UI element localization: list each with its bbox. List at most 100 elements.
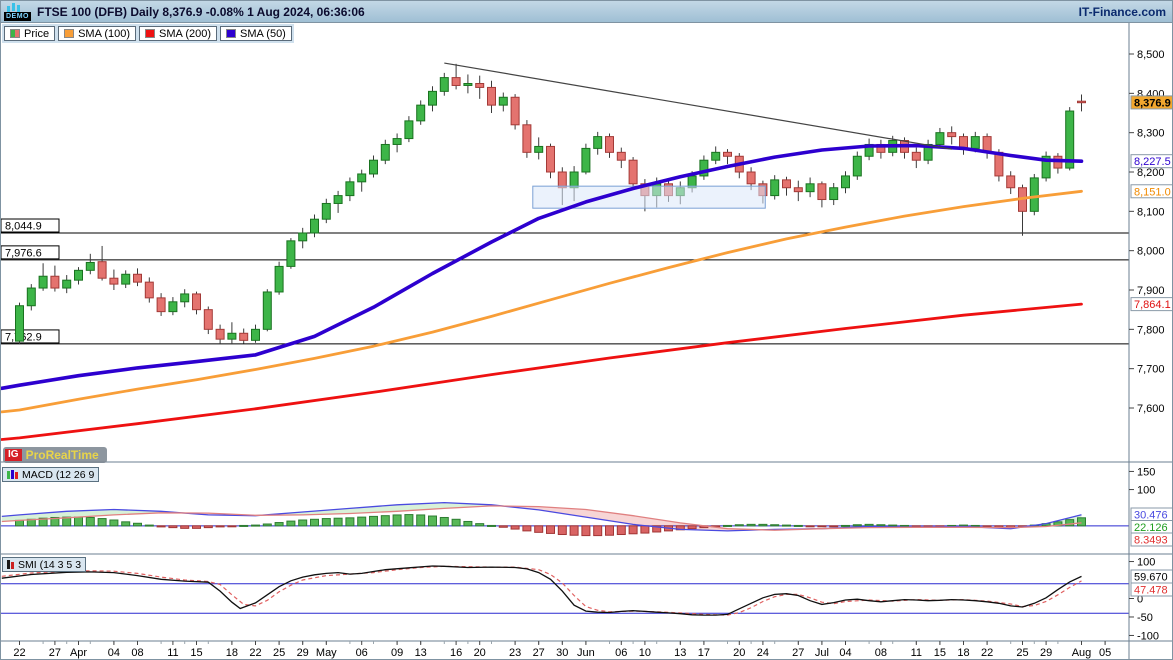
value-box-text: 7,864.1 — [1134, 299, 1171, 311]
value-box — [1130, 184, 1172, 199]
price-tick-label: 8,000 — [1137, 246, 1165, 258]
candle-body — [746, 171, 756, 185]
time-tick-label: 22 — [249, 647, 261, 659]
candle-body — [439, 77, 449, 92]
legend-item-sma-50[interactable]: SMA (50) — [220, 26, 292, 41]
macd-histogram-bar — [487, 524, 496, 527]
legend-swatch-icon — [145, 29, 156, 38]
time-tick-label: 18 — [226, 647, 238, 659]
macd-histogram-bar — [38, 517, 48, 527]
candle-body — [15, 305, 24, 342]
macd-histogram-bar — [251, 524, 260, 527]
price-tick-label: 8,100 — [1137, 206, 1165, 218]
macd-histogram-bar — [144, 524, 154, 527]
macd-histogram-bar — [274, 522, 284, 527]
value-box — [1130, 532, 1172, 547]
candle-body — [274, 265, 284, 293]
candle-body — [770, 179, 780, 197]
time-tick-label: Aug — [1072, 647, 1092, 659]
time-tick-label: 10 — [639, 647, 651, 659]
price-tick-label: 8,500 — [1137, 49, 1165, 61]
time-tick-label: 13 — [415, 647, 427, 659]
level-label-box — [1, 245, 60, 260]
macd-histogram-bar — [97, 518, 107, 527]
candle-body — [203, 309, 213, 330]
macd-histogram-bar — [286, 520, 296, 527]
title-bar: DEMO FTSE 100 (DFB) Daily 8,376.9 -0.08%… — [1, 1, 1172, 23]
time-tick-label: Jun — [577, 647, 595, 659]
smi-tick-label: -50 — [1137, 612, 1153, 624]
macd-panel-label[interactable]: MACD (12 26 9 — [2, 467, 100, 482]
time-tick-label: 27 — [792, 647, 804, 659]
legend-label: SMA (100) — [78, 27, 131, 40]
ig-logo: IG — [5, 449, 22, 461]
legend-item-price[interactable]: Price — [4, 26, 56, 41]
candle-body — [487, 86, 496, 106]
macd-histogram-bar — [758, 523, 768, 527]
macd-histogram-bar — [321, 518, 331, 527]
legend-label: SMA (200) — [159, 27, 211, 40]
value-box-text: 30.476 — [1134, 510, 1168, 522]
macd-panel — [1, 501, 1129, 537]
macd-histogram-bar — [522, 525, 532, 532]
value-box — [1130, 95, 1172, 110]
macd-tick-label: 150 — [1137, 466, 1155, 478]
macd-histogram-bar — [793, 524, 803, 527]
candle-body — [357, 173, 367, 183]
level-label: 8,044.9 — [5, 221, 42, 233]
candle-body — [310, 218, 319, 234]
smi-icon — [7, 560, 14, 569]
demo-badge: DEMO — [4, 2, 31, 22]
macd-histogram-bar — [333, 517, 343, 527]
candle-body — [534, 145, 544, 153]
sma-200-line — [1, 302, 1083, 441]
macd-histogram-bar — [239, 524, 249, 527]
candle-body — [192, 293, 201, 311]
price-tick-label: 7,800 — [1137, 324, 1165, 336]
value-box-text: 8,151.0 — [1134, 186, 1171, 198]
candle-body — [923, 143, 933, 161]
time-tick-label: 04 — [108, 647, 120, 659]
time-tick-label: 15 — [190, 647, 202, 659]
macd-histogram-bar — [428, 515, 437, 527]
macd-histogram-bar — [510, 525, 520, 530]
smi-panel-label[interactable]: SMI (14 3 5 3 — [2, 557, 87, 572]
candle-body — [121, 273, 131, 285]
macd-histogram-bar — [900, 524, 909, 527]
macd-histogram-bar — [852, 524, 862, 527]
macd-histogram-bar — [168, 525, 178, 529]
candle-body — [841, 175, 850, 189]
sma-50-line — [1, 143, 1084, 391]
value-box-text: 8,376.9 — [1134, 97, 1171, 109]
candle-body — [369, 159, 378, 175]
candle-body — [1077, 100, 1086, 104]
candle-body — [345, 181, 355, 197]
macd-histogram-bar — [593, 525, 603, 537]
time-tick-label: 16 — [450, 647, 462, 659]
candle-body — [557, 171, 567, 189]
candle-body — [50, 275, 60, 289]
macd-fill — [503, 506, 763, 531]
candle-body — [947, 132, 957, 138]
candle-body — [26, 287, 36, 307]
prorealtime-label: ProRealTime — [25, 448, 99, 462]
legend-item-sma-100[interactable]: SMA (100) — [58, 26, 137, 41]
candle-body — [616, 151, 626, 161]
legend-bar: Price SMA (100) SMA (200) SMA (50) — [2, 24, 294, 43]
candle-body — [451, 77, 461, 86]
legend-item-sma-200[interactable]: SMA (200) — [139, 26, 217, 41]
candle-body — [805, 183, 815, 193]
time-tick-label: 25 — [273, 647, 285, 659]
candle-body — [85, 261, 95, 271]
smi-tick-label: 100 — [1137, 557, 1155, 569]
macd-histogram-bar — [888, 524, 898, 527]
time-tick-label: 23 — [509, 647, 521, 659]
macd-histogram-bar — [298, 519, 308, 527]
candle-body — [333, 195, 343, 204]
macd-histogram-bar — [121, 521, 131, 527]
macd-histogram-bar — [734, 524, 744, 527]
price-tick-label: 7,600 — [1137, 403, 1165, 415]
brand-link[interactable]: IT-Finance.com — [1078, 5, 1166, 19]
smi-tick-label: 0 — [1137, 594, 1143, 606]
